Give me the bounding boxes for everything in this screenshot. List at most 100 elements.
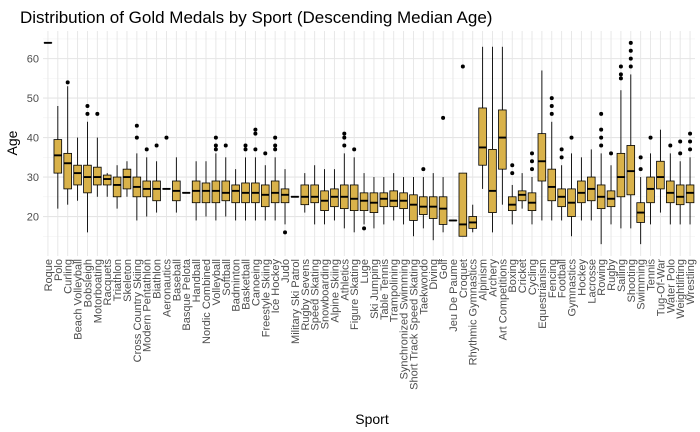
x-tick-label: Trampolining xyxy=(389,259,401,322)
box-rugby-sevens xyxy=(300,173,310,213)
outlier-point xyxy=(549,96,554,101)
box-tug-of-war xyxy=(656,129,665,213)
box-iqr xyxy=(330,188,339,208)
box-judo xyxy=(280,169,290,235)
box-baseball xyxy=(172,157,181,213)
chart-title: Distribution of Gold Medals by Sport (De… xyxy=(20,8,492,27)
box-rowing xyxy=(596,111,606,245)
box-ski-jumping xyxy=(369,177,379,229)
x-tick-label: Snowboarding xyxy=(320,259,332,329)
x-tick-label: Ice Hockey xyxy=(270,259,282,314)
box-freestyle-skiing xyxy=(261,151,270,221)
x-tick-label: Bobsleigh xyxy=(82,259,94,307)
x-tick-label: Jeu De Paume xyxy=(448,259,460,332)
box-short-track-speed-skating xyxy=(409,177,418,237)
box-equestrianism xyxy=(537,70,547,221)
outlier-point xyxy=(65,80,70,85)
box-taekwondo xyxy=(419,167,428,229)
x-tick-label: Triathlon xyxy=(112,259,124,301)
box-ice-hockey xyxy=(270,135,280,221)
outlier-point xyxy=(559,147,564,152)
x-tick-label: Hockey xyxy=(576,259,588,296)
box-luge xyxy=(359,173,369,231)
box-diving xyxy=(428,173,438,241)
box-speed-skating xyxy=(310,165,319,225)
box-iqr xyxy=(300,184,310,206)
outlier-point xyxy=(213,143,218,148)
box-iqr xyxy=(458,172,468,237)
x-tick-label: Beach Volleyball xyxy=(73,259,85,340)
outlier-point xyxy=(599,111,604,116)
outlier-point xyxy=(530,167,534,172)
outlier-point xyxy=(95,111,100,116)
y-grid xyxy=(43,38,695,237)
outlier-point xyxy=(342,143,347,148)
outlier-point xyxy=(599,127,604,132)
x-tick-label: Alpine Skiing xyxy=(329,259,341,323)
x-tick-label: Canoeing xyxy=(250,259,262,306)
box-iqr xyxy=(201,182,211,204)
box-lacrosse xyxy=(587,149,596,221)
x-tick-label: Taekwondo xyxy=(418,259,430,315)
box-archery xyxy=(488,46,497,233)
x-tick-label: Handball xyxy=(191,259,203,302)
outlier-point xyxy=(688,147,693,152)
outlier-point xyxy=(688,131,693,136)
x-tick-label: Alpinism xyxy=(478,259,490,301)
outlier-point xyxy=(273,143,278,148)
box-iqr xyxy=(102,174,112,186)
box-skeleton xyxy=(122,161,132,197)
box-iqr xyxy=(122,168,132,190)
outlier-point xyxy=(134,123,139,128)
box-golf xyxy=(438,115,448,233)
box-iqr xyxy=(666,180,675,204)
outlier-point xyxy=(549,111,554,116)
outlier-point xyxy=(213,147,218,152)
box-iqr xyxy=(656,160,665,190)
x-tick-label: Badminton xyxy=(231,259,243,312)
box-trampolining xyxy=(389,173,398,221)
outlier-point xyxy=(628,56,633,61)
box-swimming xyxy=(636,155,645,245)
box-iqr xyxy=(349,184,359,212)
outlier-point xyxy=(688,139,693,144)
outlier-point xyxy=(164,135,169,140)
x-tick-label: Rhythmic Gymnastics xyxy=(468,259,480,366)
box-snowboarding xyxy=(320,169,329,225)
x-tick-label: Figure Skating xyxy=(349,259,361,330)
x-tick-label: Skeleton xyxy=(122,259,134,302)
y-axis-title: Age xyxy=(4,130,20,155)
x-tick-label: Gymnastics xyxy=(567,259,579,317)
box-gymnastics xyxy=(567,135,576,237)
box-iqr xyxy=(675,184,685,206)
box-iqr xyxy=(488,149,497,213)
box-wrestling xyxy=(685,131,695,225)
x-tick-label: Archery xyxy=(487,259,499,297)
x-tick-label: Freestyle Skiing xyxy=(260,259,272,337)
outlier-point xyxy=(510,171,515,176)
x-tick-label: Cross Country Skiing xyxy=(132,259,144,362)
box-iqr xyxy=(389,190,398,208)
x-tick-label: Tennis xyxy=(646,259,658,291)
outlier-point xyxy=(213,135,218,140)
x-tick-label: Boxing xyxy=(507,259,519,293)
box-rugby xyxy=(606,151,616,225)
box-polo xyxy=(53,106,63,209)
box-rhythmic-gymnastics xyxy=(468,204,477,233)
box-nordic-combined xyxy=(201,161,211,217)
y-tick-label: 40 xyxy=(27,133,39,145)
box-iqr xyxy=(547,168,557,202)
box-motorboating xyxy=(93,111,102,197)
box-iqr xyxy=(73,164,82,186)
box-iqr xyxy=(438,196,448,225)
outlier-point xyxy=(421,167,426,172)
y-tick-label: 50 xyxy=(27,93,39,105)
x-tick-label: Synchronized Swimming xyxy=(399,259,411,379)
box-weightlifting xyxy=(675,139,685,225)
outlier-point xyxy=(618,76,623,81)
x-tick-label: Croquet xyxy=(458,259,470,298)
y-tick-label: 30 xyxy=(27,172,39,184)
plot-panel xyxy=(43,31,695,256)
